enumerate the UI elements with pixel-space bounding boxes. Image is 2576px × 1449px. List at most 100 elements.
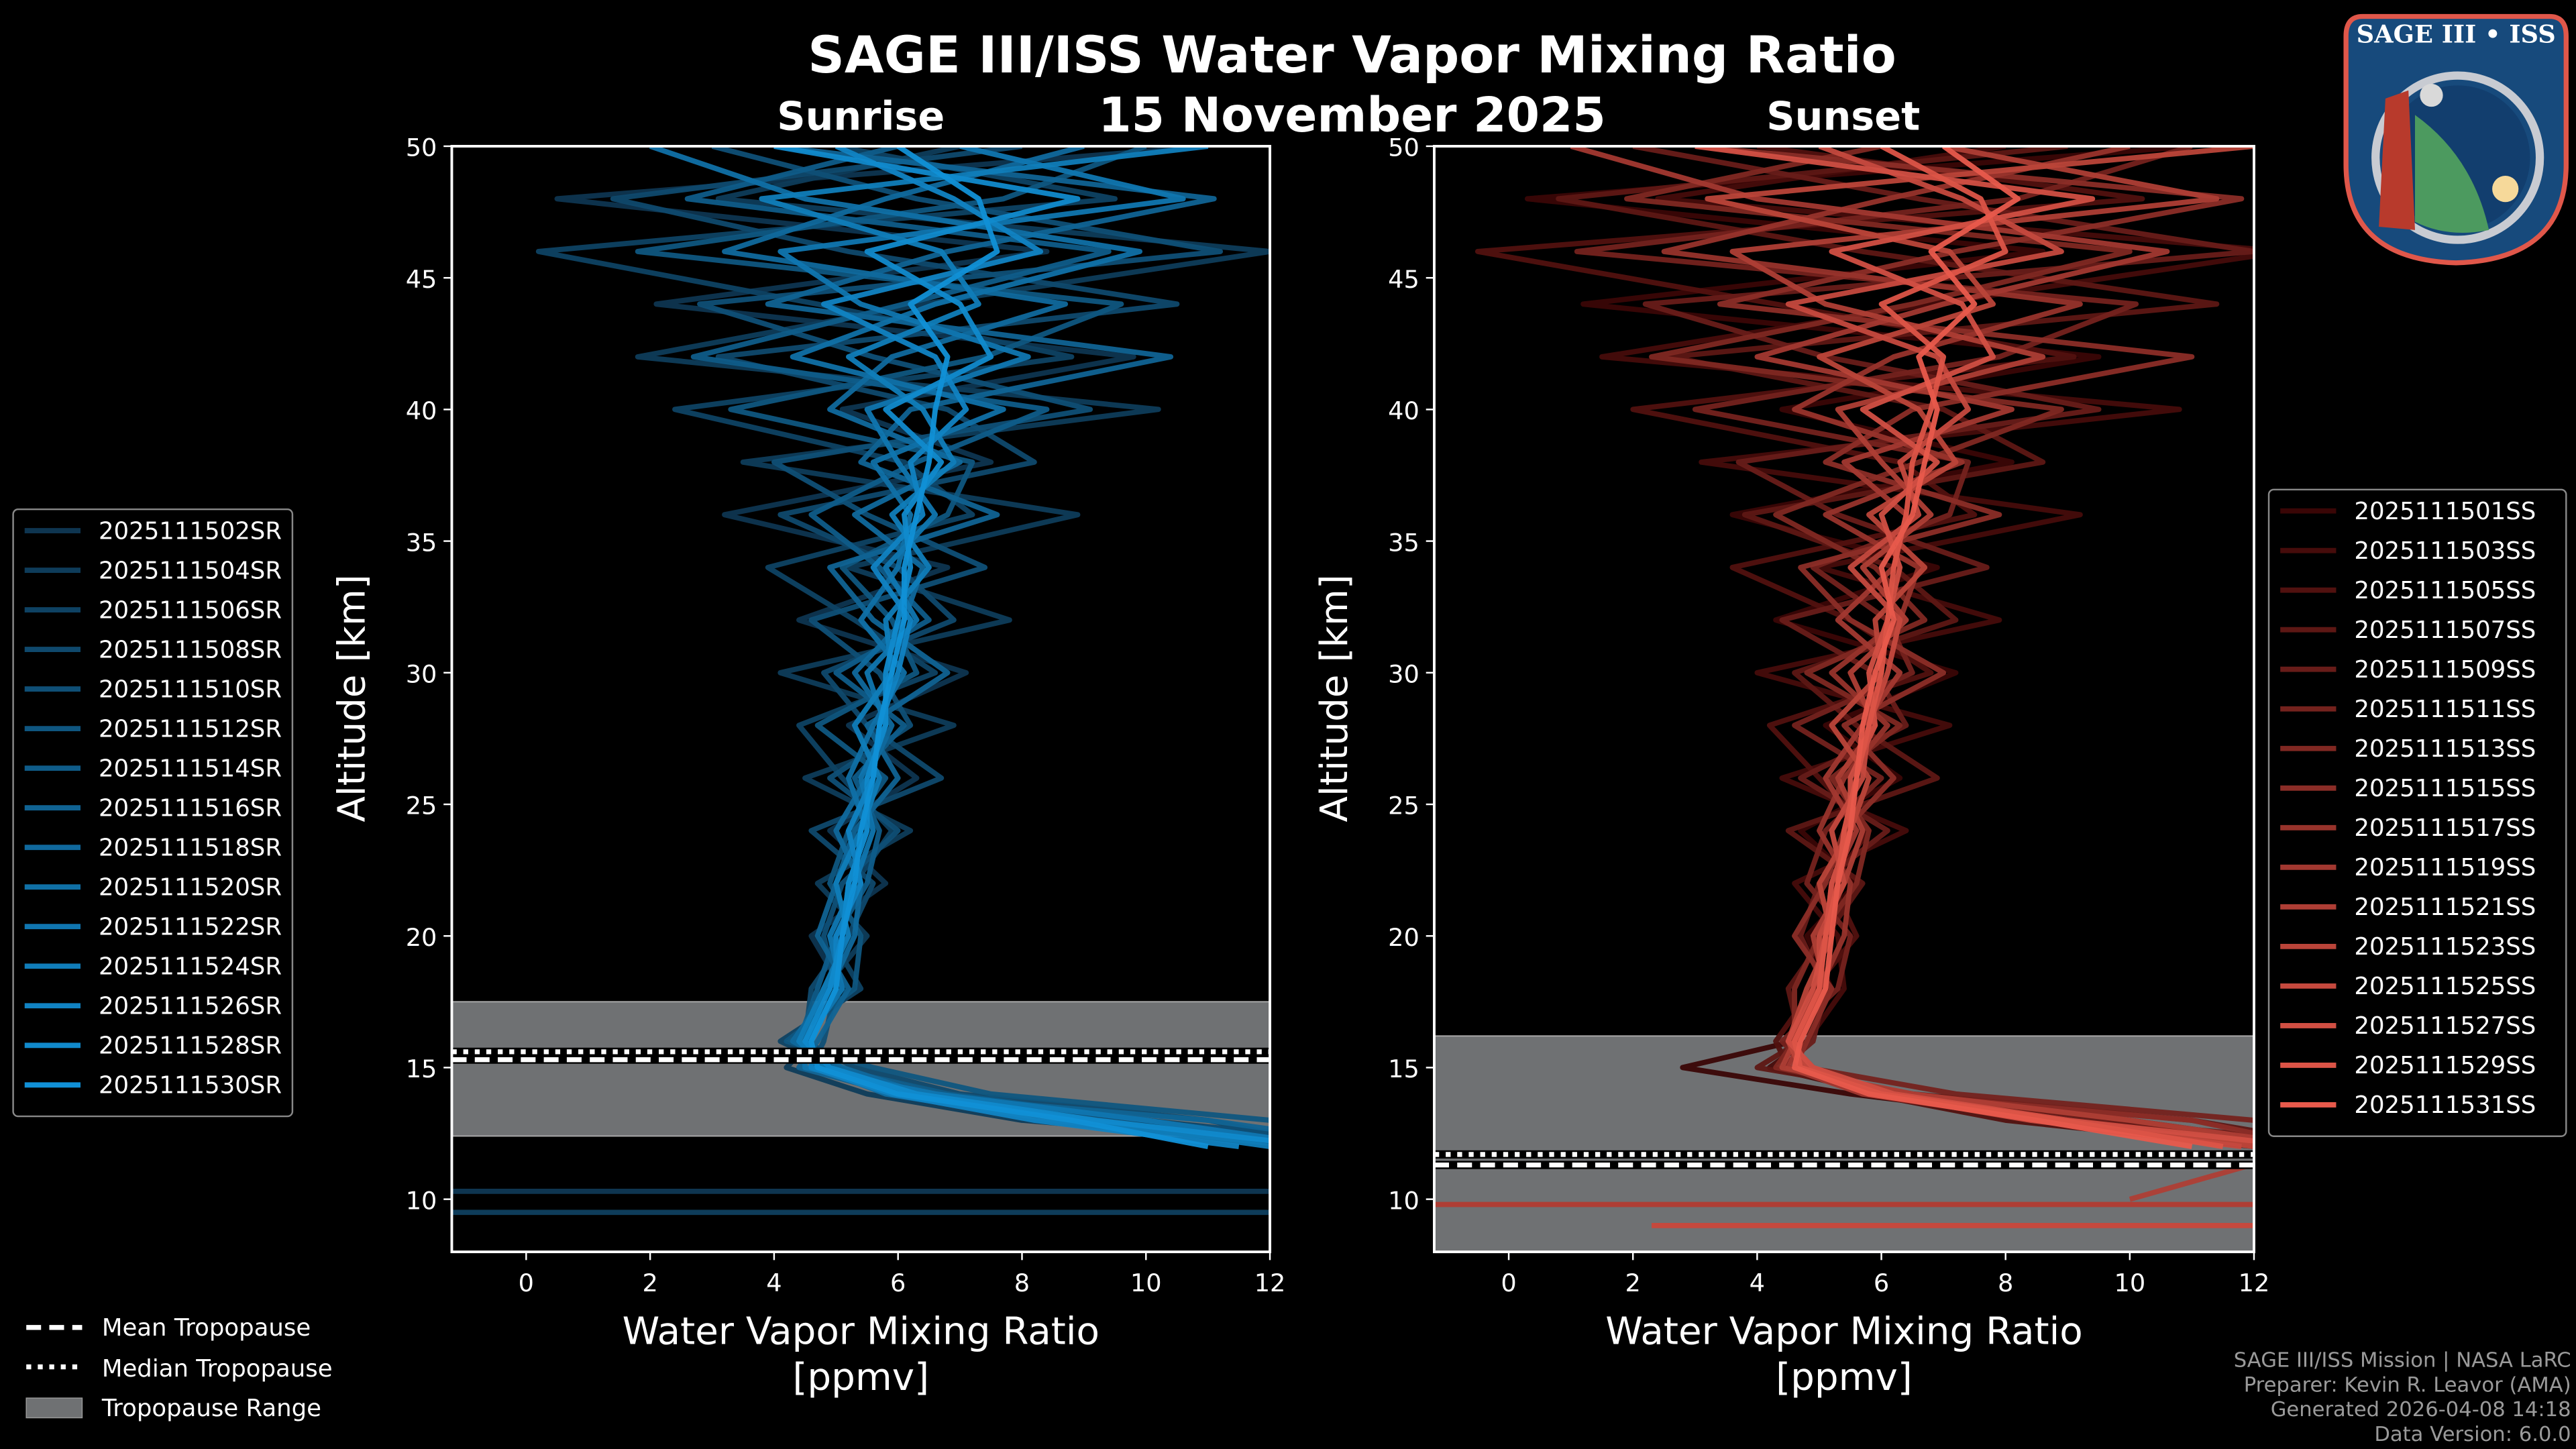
y-tick-label: 15 <box>1388 1055 1419 1083</box>
y-tick-label: 20 <box>406 923 437 952</box>
legend-label: 2025111529SS <box>2354 1052 2536 1079</box>
profile-line-2025111531SS <box>1792 146 2193 1150</box>
y-tick-label: 45 <box>406 265 437 294</box>
tropopause-range-swatch <box>25 1397 83 1419</box>
tropopause-range-band <box>1434 1035 2254 1252</box>
x-tick-label: 4 <box>1750 1269 1765 1297</box>
legend-label: 2025111530SR <box>99 1072 282 1099</box>
x-axis-unit-label: [ppmv] <box>1776 1356 1913 1399</box>
y-tick-label: 35 <box>1388 528 1419 557</box>
median-tropopause-label: Median Tropopause <box>102 1355 333 1383</box>
x-axis-label: Water Vapor Mixing Ratio <box>1605 1309 2082 1353</box>
y-tick-label: 35 <box>406 528 437 557</box>
figure-title: SAGE III/ISS Water Vapor Mixing Ratio <box>808 25 1896 85</box>
legend-label: 2025111514SR <box>99 755 282 782</box>
legend-box <box>12 508 294 1118</box>
legend-label: 2025111527SS <box>2354 1012 2536 1040</box>
x-tick-label: 6 <box>1874 1269 1889 1297</box>
axes-frame <box>450 145 1272 1254</box>
legend-label: 2025111507SS <box>2354 616 2536 644</box>
legend-label: 2025111502SR <box>99 517 282 545</box>
tropopause-legend: Mean Tropopause Median Tropopause Tropop… <box>25 1314 333 1422</box>
legend-label: 2025111509SS <box>2354 656 2536 684</box>
y-tick-label: 15 <box>406 1055 437 1083</box>
legend-label: 2025111522SR <box>99 913 282 941</box>
x-tick-label: 2 <box>1625 1269 1641 1297</box>
y-tick-label: 25 <box>406 792 437 820</box>
mean-tropopause-label: Mean Tropopause <box>102 1314 311 1342</box>
legend-label: 2025111526SR <box>99 993 282 1020</box>
y-tick-label: 40 <box>406 396 437 425</box>
legend-label: 2025111512SR <box>99 715 282 743</box>
panel-title: Sunrise <box>777 93 945 139</box>
profile-line-2025111527SS <box>1695 146 2254 1144</box>
legend-label: 2025111531SS <box>2354 1091 2536 1119</box>
logo-title: SAGE III • ISS <box>2357 20 2556 49</box>
legend-label: 2025111504SR <box>99 557 282 584</box>
figure-date: 15 November 2025 <box>1098 87 1606 143</box>
plot-area <box>451 146 1271 1216</box>
x-tick-label: 12 <box>1254 1269 1286 1297</box>
legend-label: 2025111521SS <box>2354 894 2536 921</box>
legend-label: 2025111517SS <box>2354 814 2536 842</box>
legend-label: 2025111503SS <box>2354 537 2536 565</box>
y-tick-label: 40 <box>1388 396 1419 425</box>
legend-label: 2025111513SS <box>2354 735 2536 763</box>
y-tick-label: 30 <box>1388 659 1419 688</box>
footer-credits: SAGE III/ISS Mission | NASA LaRC Prepare… <box>2234 1349 2571 1446</box>
y-tick-label: 30 <box>406 659 437 688</box>
y-tick-label: 10 <box>406 1186 437 1215</box>
y-tick-label: 50 <box>406 133 437 162</box>
legend-label: 2025111505SS <box>2354 577 2536 604</box>
footer-version: Data Version: 6.0.0 <box>2374 1423 2571 1446</box>
series-legend: 2025111501SS 2025111503SS 2025111505SS 2025… <box>2267 488 2567 1137</box>
footer-preparer: Preparer: Kevin R. Leavor (AMA) <box>2244 1373 2571 1397</box>
x-tick-label: 0 <box>1501 1269 1516 1297</box>
legend-label: 2025111518SR <box>99 834 282 861</box>
y-axis-label: Altitude [km] <box>1313 574 1356 822</box>
y-axis-label: Altitude [km] <box>331 574 374 822</box>
legend-label: 2025111528SR <box>99 1032 282 1060</box>
legend-label: 2025111523SS <box>2354 933 2536 961</box>
y-tick-label: 20 <box>1388 923 1419 952</box>
sunset-panel: Sunset 0 2 4 6 8 10 12 10 15 20 25 30 35 40 45 50 Water V… <box>1313 93 2567 1399</box>
x-tick-label: 10 <box>1130 1269 1162 1297</box>
series-legend: 2025111502SR 2025111504SR 2025111506SR 2025… <box>12 508 294 1118</box>
legend-label: 2025111506SR <box>99 596 282 624</box>
x-axis-unit-label: [ppmv] <box>792 1356 929 1399</box>
profile-line-2025111504SR <box>635 146 1271 1144</box>
x-tick-label: 6 <box>890 1269 906 1297</box>
legend-label: 2025111519SS <box>2354 854 2536 881</box>
sage-iii-iss-logo: SAGE III • ISS <box>2343 13 2569 266</box>
sunrise-panel: Sunrise 0 2 4 6 8 10 12 10 15 20 25 30 35 40 45 50 Water … <box>12 93 1286 1399</box>
legend-label: 2025111508SR <box>99 636 282 663</box>
profile-line-2025111523SS <box>1705 146 2254 1150</box>
legend-label: 2025111516SR <box>99 794 282 822</box>
y-tick-label: 10 <box>1388 1186 1419 1215</box>
x-tick-label: 10 <box>2114 1269 2145 1297</box>
x-tick-label: 2 <box>642 1269 657 1297</box>
legend-label: 2025111520SR <box>99 873 282 901</box>
legend-box <box>2267 488 2567 1137</box>
panel-title: Sunset <box>1766 93 1920 139</box>
tropopause-range-label: Tropopause Range <box>101 1395 321 1422</box>
x-tick-label: 0 <box>519 1269 534 1297</box>
legend-label: 2025111510SR <box>99 676 282 703</box>
plot-area <box>1434 146 2254 1252</box>
x-tick-label: 4 <box>766 1269 782 1297</box>
y-tick-label: 50 <box>1388 133 1419 162</box>
legend-label: 2025111525SS <box>2354 973 2536 1000</box>
x-tick-label: 8 <box>1998 1269 2013 1297</box>
y-tick-label: 25 <box>1388 792 1419 820</box>
x-tick-label: 12 <box>2239 1269 2270 1297</box>
footer-mission: SAGE III/ISS Mission | NASA LaRC <box>2234 1349 2571 1373</box>
x-axis-label: Water Vapor Mixing Ratio <box>623 1309 1099 1353</box>
legend-label: 2025111524SR <box>99 953 282 980</box>
x-tick-label: 8 <box>1014 1269 1030 1297</box>
legend-label: 2025111515SS <box>2354 775 2536 802</box>
legend-label: 2025111511SS <box>2354 696 2536 723</box>
legend-label: 2025111501SS <box>2354 498 2536 525</box>
y-tick-label: 45 <box>1388 265 1419 294</box>
footer-generated: Generated 2026-04-08 14:18 <box>2271 1398 2571 1421</box>
